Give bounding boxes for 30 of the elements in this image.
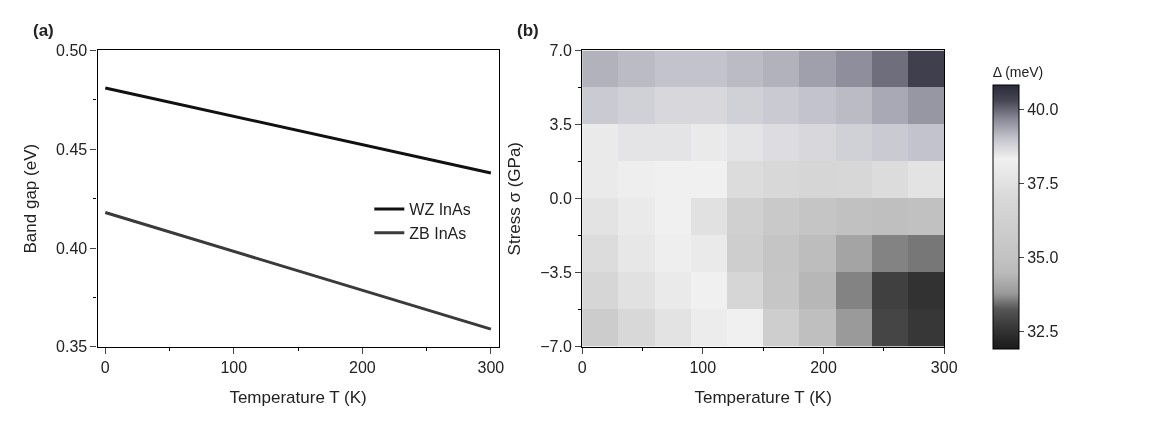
x-tick-label: 200 xyxy=(810,359,837,377)
x-axis-title: Temperature T (K) xyxy=(229,387,367,407)
color-bar-label: 35.0 xyxy=(1027,248,1059,266)
y-axis-title: Stress σ (GPa) xyxy=(504,141,524,256)
y-tick-label: 7.0 xyxy=(549,42,572,60)
x-axis-title: Temperature T (K) xyxy=(694,387,832,407)
color-bar-title: Δ (meV) xyxy=(992,64,1044,81)
x-tick-label: 300 xyxy=(477,359,505,377)
chart-title: (b) xyxy=(517,21,539,40)
y-tick-label: −3.5 xyxy=(540,264,572,282)
y-axis-title: Band gap (eV) xyxy=(20,143,40,254)
x-tick-label: 0 xyxy=(100,359,110,377)
y-tick-label: 0.35 xyxy=(56,338,88,356)
y-tick-label: 0.50 xyxy=(56,42,88,60)
y-tick-label: 3.5 xyxy=(549,116,572,134)
color-bar-label: 32.5 xyxy=(1027,323,1059,341)
legend-label: WZ InAs xyxy=(409,201,471,219)
x-tick-label: 300 xyxy=(930,359,958,377)
x-tick-label: 0 xyxy=(577,359,587,377)
y-tick-label: 0.45 xyxy=(56,140,88,158)
color-bar-label: 40.0 xyxy=(1027,100,1059,118)
color-bar-label: 37.5 xyxy=(1027,174,1059,192)
legend-label: ZB InAs xyxy=(409,224,467,242)
x-tick-label: 100 xyxy=(220,359,248,377)
x-tick-label: 200 xyxy=(348,359,376,377)
y-tick-label: −7.0 xyxy=(540,338,572,356)
chart-title: (a) xyxy=(33,21,54,40)
x-tick-label: 100 xyxy=(689,359,717,377)
y-tick-label: 0.0 xyxy=(549,190,572,208)
y-tick-label: 0.40 xyxy=(56,239,88,257)
